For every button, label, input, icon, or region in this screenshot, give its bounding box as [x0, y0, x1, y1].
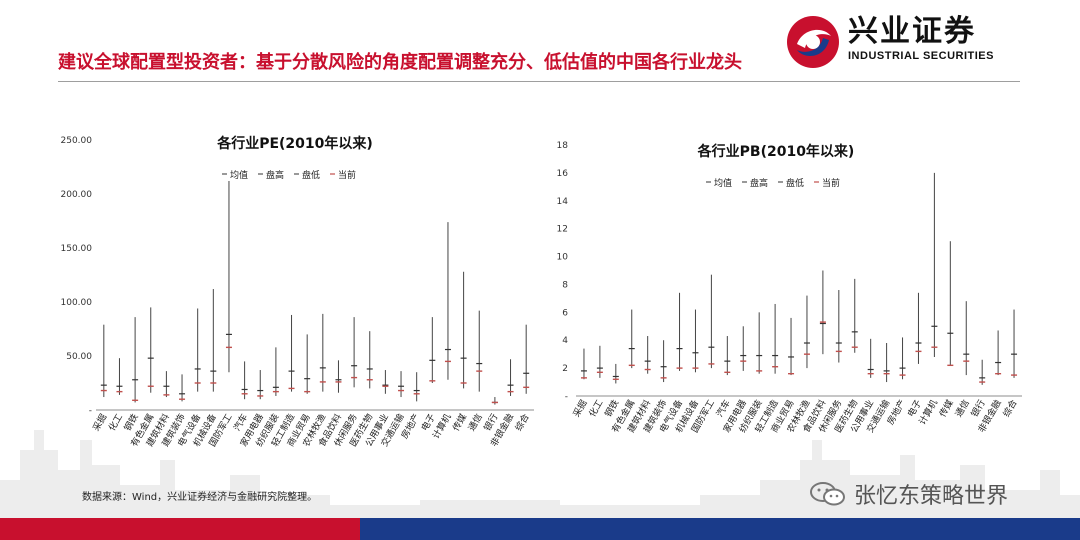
pb-ytick-label: 16: [557, 169, 569, 179]
page-title: 建议全球配置型投资者：基于分散风险的角度配置调整充分、低估值的中国各行业龙头: [58, 52, 742, 73]
pe-legend-item-0: 均值: [230, 169, 248, 181]
pb-ytick-label: 10: [557, 253, 569, 263]
pe-ytick-label: 200.00: [61, 190, 93, 200]
pe-ytick-label: 100.00: [61, 298, 93, 308]
watermark: 张忆东策略世界: [808, 478, 1008, 510]
logo-emblem: [787, 16, 839, 68]
pb-ytick-label: 18: [557, 141, 569, 151]
logo-text-cn: 兴业证券: [848, 14, 976, 49]
pb-ytick-label: 2: [562, 364, 568, 374]
pe-chart-title: 各行业PE(2010年以来): [216, 135, 373, 152]
pb-category-label: 传媒: [937, 398, 956, 420]
skyline-decoration: [0, 430, 1080, 518]
pb-ytick-label: 6: [562, 308, 568, 318]
pe-ytick-label: 250.00: [61, 136, 93, 146]
pb-ytick-label: 8: [562, 280, 568, 290]
pb-legend-item-3: 当前: [822, 177, 840, 189]
pb-legend-item-1: 盘高: [750, 177, 768, 189]
pb-chart-title: 各行业PB(2010年以来): [697, 143, 855, 160]
pe-legend-item-2: 盘低: [302, 169, 320, 181]
pb-category-label: 化工: [586, 398, 605, 420]
data-source-note: 数据来源：Wind，兴业证券经济与金融研究院整理。: [82, 492, 318, 503]
pb-legend-item-0: 均值: [714, 177, 732, 189]
pb-ytick-label: 4: [562, 336, 568, 346]
pb-ytick-label: 14: [557, 197, 569, 207]
pe-ytick-label: 50.00: [66, 352, 92, 362]
pb-legend-item-2: 盘低: [786, 177, 804, 189]
logo-text-en: INDUSTRIAL SECURITIES: [848, 50, 994, 62]
pb-category-label: 采掘: [570, 398, 589, 420]
wechat-icon: [810, 482, 845, 506]
pe-ytick-label: -: [89, 406, 92, 416]
footer-bar-accent: [0, 518, 360, 540]
pb-legend: 均值 盘高 盘低 当前: [706, 177, 840, 189]
pe-legend-item-1: 盘高: [266, 169, 284, 181]
watermark-text: 张忆东策略世界: [854, 484, 1009, 509]
pe-ytick-label: 150.00: [61, 244, 93, 254]
pe-legend: 均值 盘高 盘低 当前: [222, 169, 356, 181]
pb-category-label: 综合: [1000, 397, 1019, 419]
pb-category-label: 通信: [952, 398, 971, 420]
pe-legend-item-3: 当前: [338, 169, 356, 181]
title-divider: [58, 81, 1020, 82]
pb-ytick-label: 12: [557, 225, 568, 235]
pb-ytick-label: -: [565, 392, 568, 402]
